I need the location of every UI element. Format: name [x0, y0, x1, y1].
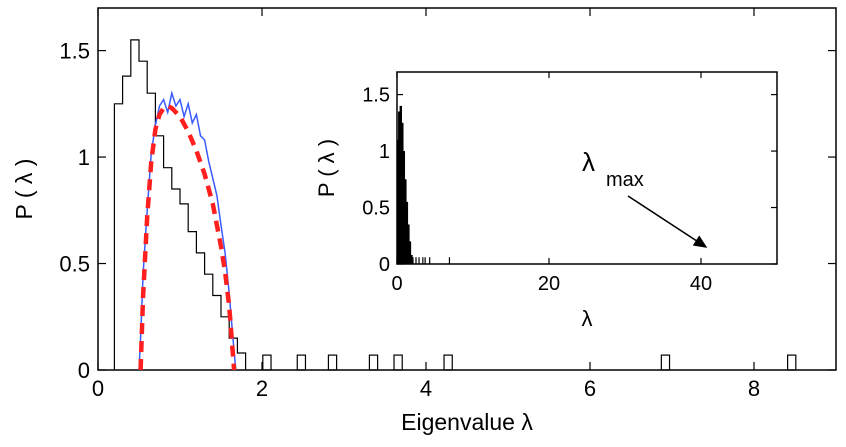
main-x-axis-label: Eigenvalue λ [401, 409, 533, 435]
main-plot-frame [97, 7, 837, 371]
histogram-outlier-bar [787, 354, 797, 371]
inset-x-axis-label: λ [582, 306, 593, 331]
histogram-series [113, 39, 247, 370]
main-y-tick-label: 0.5 [59, 252, 90, 277]
main-y-tick-label: 0 [78, 358, 90, 383]
main-x-tick-label: 6 [584, 376, 596, 401]
inset-histogram-bar [402, 151, 406, 264]
main-axis-ticks: 0 2 4 6 8 0 0.5 1 1.5 [59, 8, 836, 401]
main-y-axis-label: P ( λ ) [11, 159, 37, 220]
inset-histogram-bar [405, 201, 409, 264]
inset-y-axis-label: P ( λ ) [314, 139, 339, 197]
inset-y-tick-label: 1.5 [362, 85, 390, 107]
main-plot: 0 2 4 6 8 0 0.5 1 1.5 Eigenvalue λ P ( λ ) [11, 7, 837, 435]
inset-y-tick-label: 0 [379, 254, 390, 276]
histogram-outlier-bar [660, 354, 671, 371]
histogram-outlier-bar [327, 354, 338, 371]
theory-dashed-curve [138, 103, 237, 371]
main-y-tick-label: 1.5 [59, 39, 90, 64]
inset-histogram-bar [408, 241, 412, 264]
inset-x-tick-label: 0 [391, 273, 402, 295]
inset-axis-ticks: 0 20 40 0 0.5 1 1.5 [362, 72, 777, 295]
inset-histogram-bar [396, 139, 399, 264]
inset-y-tick-label: 0.5 [362, 198, 390, 220]
inset-histogram-bar [398, 111, 401, 264]
histogram-outlier-bar [262, 354, 272, 371]
main-series-group [113, 39, 797, 371]
main-x-tick-label: 2 [256, 376, 268, 401]
inset-x-tick-label: 20 [538, 273, 560, 295]
lambda-max-symbol: λ [582, 147, 595, 177]
lambda-max-subscript: max [606, 169, 644, 191]
inset-histogram-bar [407, 224, 410, 264]
inset-plot-frame [396, 71, 778, 265]
histogram-outlier-bar [443, 354, 453, 371]
histogram-outlier-bar [296, 354, 307, 371]
inset-plot: 0 20 40 0 0.5 1 1.5 λ P ( λ ) λ max [314, 71, 778, 331]
inset-histogram-bar [401, 122, 404, 264]
inset-histogram-bar [404, 179, 407, 264]
inset-series-group [396, 105, 451, 264]
main-x-tick-label: 8 [748, 376, 760, 401]
histogram-outlier-bar [368, 354, 379, 371]
main-x-tick-label: 4 [420, 376, 432, 401]
inset-y-tick-label: 1 [379, 141, 390, 163]
inset-histogram-bar [399, 105, 402, 264]
main-y-tick-label: 1 [78, 145, 90, 170]
lambda-max-arrow [627, 195, 708, 248]
main-x-tick-label: 0 [92, 376, 104, 401]
histogram-outlier-bar [393, 354, 403, 371]
inset-histogram-bar [410, 254, 413, 264]
inset-x-tick-label: 40 [690, 273, 712, 295]
